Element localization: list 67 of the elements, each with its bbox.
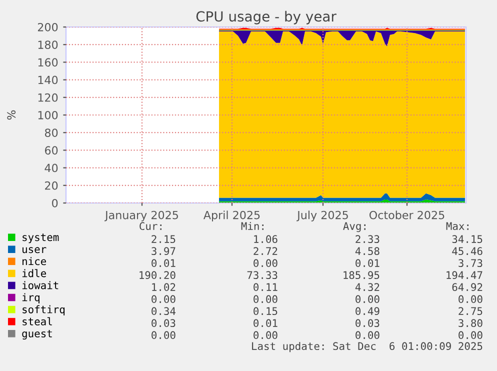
text: 190.20 [140, 271, 176, 280]
text: 0.00 [356, 295, 380, 304]
legend-label: system [22, 234, 59, 244]
text: 2.72 [254, 247, 278, 255]
y-tick-label: 80 [44, 128, 58, 137]
legend-label: idle [22, 269, 46, 278]
y-tick-label: 20 [45, 181, 58, 190]
text: Last update: Sat Dec 6 01:00:09 2025 [252, 342, 482, 352]
y-tick-label: 40 [44, 164, 58, 172]
text: 64.92 [452, 283, 482, 292]
legend-label: irq [22, 293, 40, 304]
text: 0.00 [152, 295, 176, 304]
text: 0.00 [254, 295, 278, 304]
text: 73.33 [247, 271, 278, 280]
y-tick-label: 120 [38, 93, 58, 102]
text: 185.95 [344, 271, 380, 280]
chart-title: CPU usage - by year [196, 10, 336, 24]
y-tick-label: 180 [38, 40, 58, 49]
text: 0.15 [254, 307, 278, 316]
text: 2.75 [458, 307, 482, 316]
text: 0.34 [152, 307, 176, 316]
text: 0.11 [254, 283, 278, 292]
x-tick-label: October 2025 [369, 210, 444, 220]
text: 0.00 [356, 331, 380, 340]
text: 0.01 [152, 259, 176, 268]
text: 2.15 [152, 235, 176, 244]
text: 0.03 [356, 319, 380, 328]
y-tick-label: 140 [38, 76, 58, 84]
text: 3.97 [152, 247, 176, 256]
x-tick-label: July 2025 [296, 210, 348, 222]
legend-label: nice [22, 257, 46, 266]
text: 0.01 [356, 259, 380, 268]
text: Min: [241, 222, 264, 230]
text: 0.01 [254, 319, 278, 328]
text: 0.00 [152, 331, 176, 340]
text: 0.00 [458, 331, 482, 340]
text: 3.80 [458, 319, 482, 328]
x-tick-label: January 2025 [104, 210, 178, 222]
text: 0.49 [356, 307, 380, 316]
text: 0.00 [254, 331, 278, 340]
text: 3.73 [458, 259, 482, 268]
text: 0.00 [458, 295, 482, 304]
legend-label: iowait [22, 281, 58, 290]
legend-label: guest [22, 330, 52, 340]
text: 34.15 [452, 235, 482, 244]
y-axis-title: % [7, 110, 16, 120]
y-tick-label: 60 [45, 146, 58, 155]
text: 45.46 [452, 247, 482, 256]
legend-label: softirq [22, 305, 65, 316]
text: 4.58 [355, 247, 380, 256]
text: 0.03 [152, 319, 176, 328]
x-tick-label: April 2025 [203, 210, 260, 222]
y-tick-label: 100 [38, 110, 58, 120]
text: 1.02 [152, 283, 176, 292]
y-tick-label: 160 [38, 58, 58, 67]
legend-label: steal [22, 317, 52, 326]
text: 1.06 [254, 235, 278, 244]
text: 0.00 [254, 259, 278, 268]
y-tick-label: 200 [38, 22, 58, 32]
text: 2.33 [356, 235, 380, 244]
text: Max: [446, 222, 468, 230]
text: 4.32 [355, 283, 380, 292]
y-tick-label: 0 [52, 198, 58, 208]
text: Cur: [140, 222, 162, 230]
text: 194.47 [446, 271, 482, 280]
text: Avg: [343, 222, 366, 232]
legend-label: user [22, 247, 46, 254]
